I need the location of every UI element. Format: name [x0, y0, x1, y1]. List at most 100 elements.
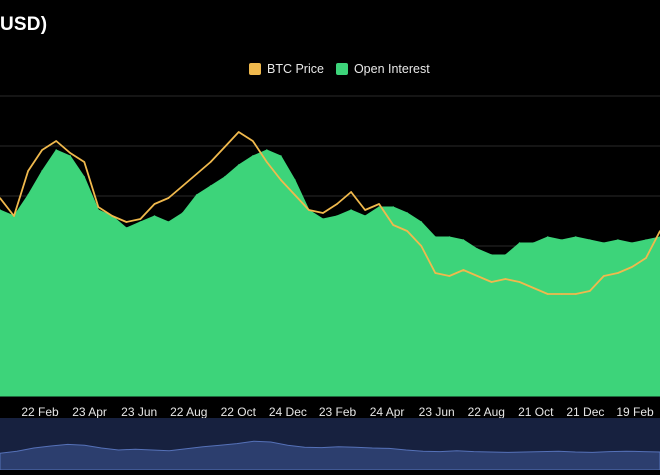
- btc-price-point: [13, 215, 15, 217]
- open-interest-point: [645, 239, 647, 241]
- open-interest-point: [83, 176, 86, 178]
- x-tick-label: 23 Apr: [72, 405, 107, 419]
- legend-label-open-interest: Open Interest: [353, 62, 430, 76]
- open-interest-point: [378, 206, 380, 208]
- btc-price-point: [111, 215, 114, 217]
- open-interest-point: [0, 209, 1, 211]
- btc-price-point: [532, 287, 535, 289]
- open-interest-point: [448, 236, 451, 238]
- btc-price-point: [69, 152, 71, 154]
- x-tick-label: 22 Aug: [468, 405, 505, 419]
- btc-price-point: [266, 161, 268, 163]
- x-tick-label: 21 Dec: [566, 405, 604, 419]
- legend-item-btc-price[interactable]: BTC Price: [249, 62, 324, 76]
- btc-price-line: [0, 131, 660, 295]
- open-interest-point: [434, 236, 437, 238]
- btc-price-point: [645, 257, 647, 259]
- open-interest-point: [69, 155, 71, 157]
- btc-price-point: [83, 161, 86, 163]
- btc-price-point: [294, 194, 296, 196]
- legend-swatch-btc-price: [249, 63, 261, 75]
- x-tick-label: 23 Jun: [121, 405, 157, 419]
- open-interest-point: [139, 221, 142, 223]
- open-interest-area: [0, 149, 660, 397]
- btc-price-point: [280, 179, 282, 181]
- open-interest-point: [97, 209, 100, 211]
- open-interest-point: [195, 194, 198, 196]
- btc-price-point: [364, 209, 366, 211]
- btc-price-point: [392, 224, 395, 226]
- open-interest-point: [350, 209, 352, 211]
- open-interest-point: [280, 155, 282, 157]
- btc-price-point: [336, 203, 338, 205]
- x-tick-label: 24 Dec: [269, 405, 307, 419]
- open-interest-point: [364, 215, 366, 217]
- x-tick-label: 23 Jun: [419, 405, 455, 419]
- navigator-area-chart[interactable]: [0, 418, 660, 471]
- legend-item-open-interest[interactable]: Open Interest: [335, 62, 430, 76]
- open-interest-point: [406, 212, 409, 214]
- btc-price-point: [195, 173, 198, 175]
- open-interest-point: [336, 215, 338, 217]
- x-tick-label: 23 Feb: [319, 405, 357, 419]
- x-tick-label: 21 Oct: [518, 405, 554, 419]
- open-interest-point: [55, 149, 57, 151]
- btc-price-line-layer: [0, 131, 660, 295]
- open-interest-point: [27, 194, 29, 196]
- btc-price-point: [181, 185, 184, 187]
- btc-price-point: [41, 149, 43, 151]
- open-interest-point: [237, 164, 240, 166]
- btc-price-point: [560, 293, 563, 295]
- open-interest-point: [420, 221, 423, 223]
- chart-title: USD): [0, 14, 48, 35]
- open-interest-point: [125, 227, 128, 229]
- chart-legend: BTC Price Open Interest: [249, 62, 430, 76]
- open-interest-point: [223, 176, 226, 178]
- open-interest-point: [574, 236, 577, 238]
- btc-price-point: [546, 293, 549, 295]
- open-interest-point: [532, 242, 535, 244]
- btc-price-point: [420, 245, 423, 247]
- open-interest-point: [153, 215, 156, 217]
- btc-price-point: [27, 170, 29, 172]
- btc-price-point: [378, 203, 380, 205]
- btc-price-point: [97, 206, 100, 208]
- open-interest-point: [266, 149, 268, 151]
- open-interest-point: [252, 155, 254, 157]
- open-interest-point: [560, 239, 563, 241]
- btc-price-point: [603, 275, 605, 277]
- open-interest-point: [518, 242, 521, 244]
- open-interest-point: [392, 206, 395, 208]
- btc-price-point: [448, 275, 451, 277]
- btc-price-point: [237, 131, 240, 133]
- btc-price-point: [350, 191, 352, 193]
- legend-label-btc-price: BTC Price: [267, 62, 324, 76]
- btc-price-point: [589, 290, 591, 292]
- range-navigator[interactable]: [0, 418, 660, 471]
- open-interest-point: [294, 179, 296, 181]
- btc-price-point: [462, 269, 465, 271]
- open-interest-point: [589, 239, 591, 241]
- open-interest-point: [181, 212, 184, 214]
- open-interest-point: [167, 221, 170, 223]
- x-tick-label: 24 Apr: [370, 405, 405, 419]
- btc-price-point: [0, 197, 1, 199]
- open-interest-point: [209, 185, 212, 187]
- btc-price-point: [167, 197, 170, 199]
- btc-price-point: [617, 272, 619, 274]
- btc-price-point: [209, 161, 212, 163]
- x-axis-ticks: 22 Feb 23 Apr 23 Jun 22 Aug 22 Oct 24 Dec 23 F…: [21, 405, 654, 419]
- open-interest-point: [546, 236, 549, 238]
- btc-price-point: [139, 218, 142, 220]
- btc-price-point: [308, 209, 310, 211]
- open-interest-point: [603, 242, 605, 244]
- btc-price-point: [631, 266, 633, 268]
- btc-price-point: [434, 272, 437, 274]
- btc-price-point: [476, 275, 479, 277]
- x-tick-label: 22 Aug: [170, 405, 207, 419]
- btc-price-point: [322, 212, 324, 214]
- btc-price-point: [125, 221, 128, 223]
- btc-price-point: [490, 281, 493, 283]
- open-interest-point: [631, 242, 633, 244]
